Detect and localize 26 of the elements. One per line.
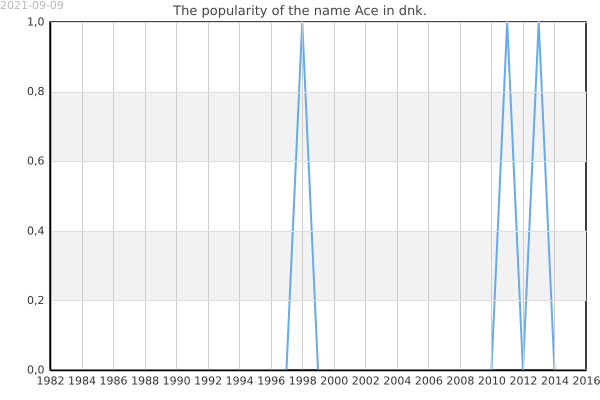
y-tick-label: 0,4 (27, 224, 44, 238)
x-tick-label: 2006 (414, 374, 443, 388)
x-tick-label: 1988 (131, 374, 160, 388)
y-tick-label: 0,2 (27, 294, 44, 307)
y-tick-label: 0,6 (27, 154, 44, 168)
x-tick-label: 2012 (509, 374, 538, 388)
chart-title: The popularity of the name Ace in dnk. (172, 4, 427, 19)
x-tick-label: 2002 (352, 374, 380, 388)
x-tick-label: 1982 (36, 374, 64, 388)
x-tick-label: 1984 (68, 374, 96, 388)
text: 2021-09-09 (0, 0, 64, 12)
x-tick-label: 2000 (320, 374, 348, 388)
x-tick-label: 1994 (226, 374, 254, 388)
x-tick-label: 2010 (478, 374, 506, 388)
x-tick-label: 1986 (100, 374, 128, 388)
x-tick-label: 2008 (446, 374, 474, 388)
y-tick-label: 1,0 (27, 16, 44, 28)
x-tick-label: 2004 (383, 374, 412, 388)
y-tick-label: 0,8 (27, 85, 44, 98)
x-tick-label: 2014 (540, 374, 569, 388)
x-tick-label: 1996 (257, 374, 286, 388)
x-tick-label: 1992 (194, 374, 222, 388)
x-tick-label: 1990 (162, 374, 191, 388)
x-tick-label: 2016 (572, 374, 600, 388)
x-tick-label: 1998 (288, 374, 317, 388)
y-tick-label: 0,0 (27, 364, 44, 376)
